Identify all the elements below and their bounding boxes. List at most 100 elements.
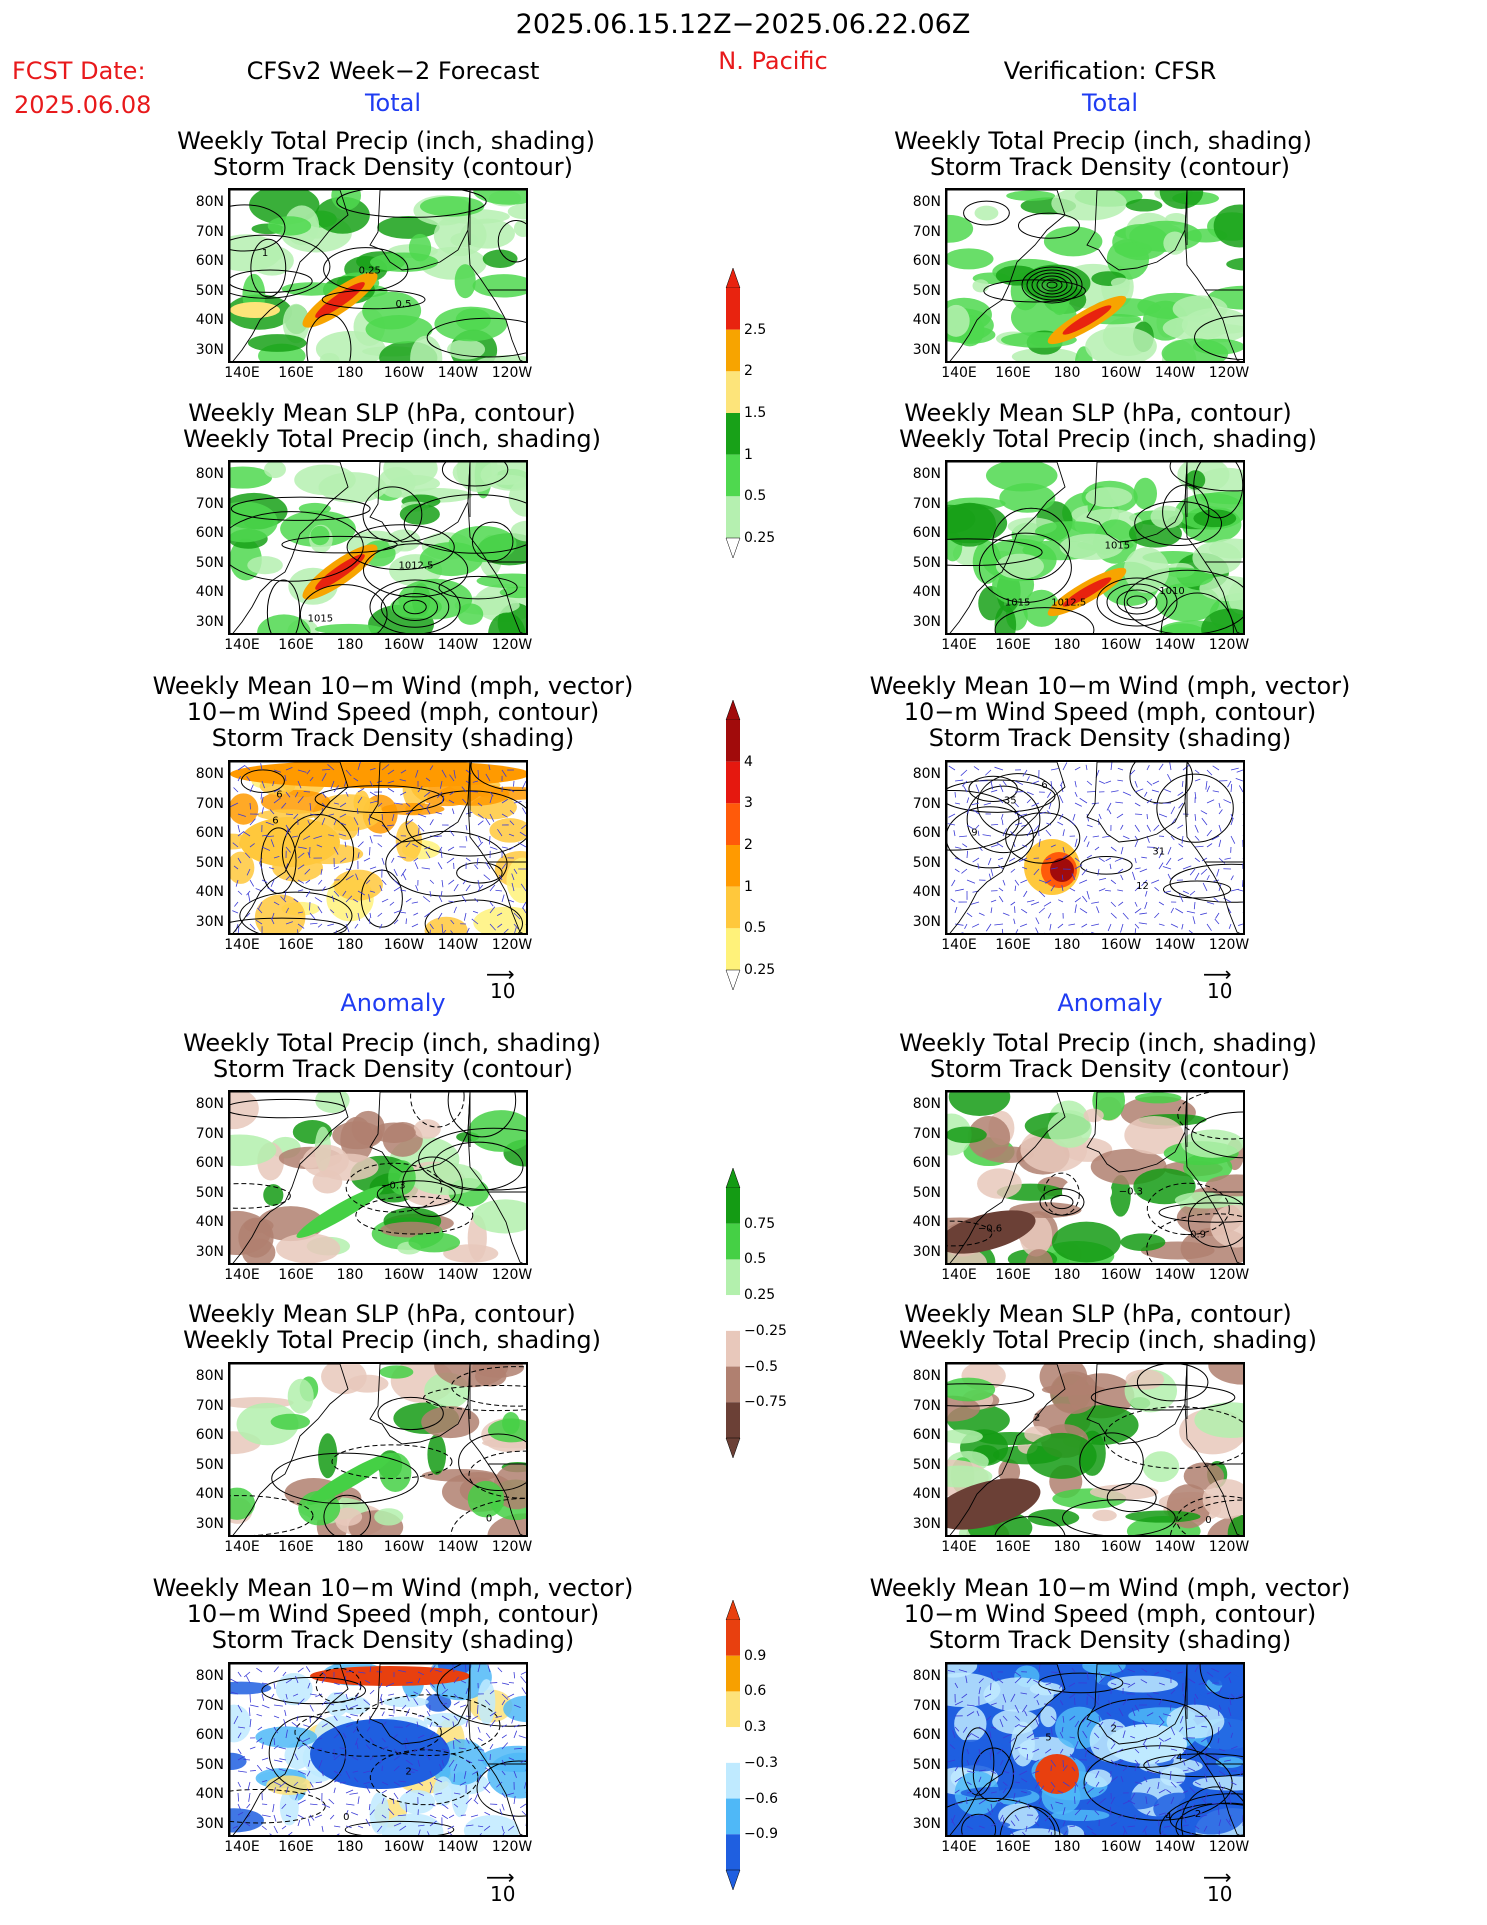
wind-vector [438, 846, 443, 852]
wind-vector [1110, 1682, 1117, 1686]
wind-vector [296, 1715, 299, 1722]
wind-vector [393, 842, 399, 848]
wind-vector [452, 1664, 455, 1673]
wind-vector [317, 906, 323, 914]
colorbar-swatch [726, 761, 740, 804]
colorbar-label: 1 [744, 446, 753, 463]
wind-vector [1050, 844, 1056, 848]
wind-vector [417, 827, 420, 837]
wind-vector [1057, 923, 1064, 929]
wind-vector [297, 889, 304, 892]
shading-blob [998, 1459, 1021, 1485]
wind-vector [257, 907, 263, 914]
wind-vector [1204, 1792, 1208, 1801]
lat-tick-label: 40N [912, 884, 941, 900]
shading-blob [1082, 1664, 1126, 1675]
wind-vector [1046, 1733, 1052, 1739]
wind-vector [489, 1719, 496, 1728]
wind-vector [501, 1770, 506, 1776]
shading-blob [463, 1815, 520, 1835]
wind-vector [261, 1704, 270, 1709]
shading-blob [321, 1364, 367, 1395]
wind-vector [381, 813, 384, 821]
shading-layer [230, 190, 526, 361]
shading-blob [318, 1433, 338, 1479]
wind-vector [520, 1759, 526, 1763]
wind-vector [1086, 1797, 1093, 1805]
wind-vector [1182, 764, 1190, 771]
p3-title-3: Storm Track Density (shading) [211, 724, 575, 752]
wind-vector [1098, 780, 1105, 784]
wind-vector [990, 899, 997, 903]
wind-vector [273, 1682, 276, 1690]
wind-vector [415, 885, 419, 892]
wind-vector [273, 1745, 279, 1750]
wind-vector [1242, 1737, 1243, 1738]
wind-vector [489, 846, 498, 850]
wind-vector [285, 921, 293, 925]
wind-vector [1158, 1741, 1162, 1750]
coastline-layer [947, 190, 1243, 361]
wind-vector [1038, 879, 1048, 884]
wind-vector [471, 1715, 479, 1720]
wind-vector [1074, 904, 1077, 914]
wind-vector [1170, 923, 1179, 928]
wind-vector [314, 1814, 323, 1819]
wind-vector [321, 1803, 331, 1808]
shading-blob [986, 462, 1058, 492]
wind-vector [1045, 879, 1052, 884]
wind-vector [1230, 1693, 1236, 1699]
contour-label: 2 [405, 1767, 411, 1778]
wind-vector [233, 787, 239, 793]
wind-vector [947, 1759, 956, 1763]
wind-vector [333, 890, 340, 897]
shading-blob [389, 475, 440, 492]
lat-tick-label: 80N [195, 1096, 224, 1112]
shading-blob [388, 1160, 416, 1196]
wind-vector [477, 884, 484, 892]
wind-vector [974, 1759, 980, 1766]
wind-vector [379, 1693, 383, 1702]
wind-vector [1110, 1671, 1112, 1680]
wind-vector [284, 774, 287, 782]
wind-vector [1094, 1810, 1100, 1816]
wind-vector [429, 1820, 437, 1827]
wind-vector [273, 1814, 277, 1822]
wind-vector [1242, 912, 1243, 913]
lon-tick-label: 140E [941, 365, 977, 381]
wind-vector [1059, 795, 1064, 804]
contour-label: 6 [272, 815, 278, 826]
contour-ring [1106, 583, 1168, 621]
wind-vector [978, 1799, 986, 1805]
wind-vector [1194, 1759, 1200, 1767]
wind-vector [355, 873, 359, 881]
p1-title-2: Storm Track Density (contour) [212, 153, 574, 181]
lat-tick-label: 70N [912, 1125, 941, 1142]
wind-vector [321, 1825, 324, 1832]
wind-vector [1134, 802, 1141, 807]
wind-vector [321, 802, 327, 808]
wind-vector [363, 1770, 371, 1774]
lon-tick-label: 180 [1053, 1267, 1081, 1283]
contour-label: −0.6 [978, 1224, 1002, 1235]
lat-tick-label: 40N [195, 1486, 224, 1502]
shading-blob [1205, 1174, 1243, 1197]
shading-blob [230, 1704, 251, 1743]
lat-tick-label: 40N [912, 1486, 941, 1502]
wind-vector [513, 1724, 520, 1728]
contour-line [1159, 1793, 1243, 1835]
shading-blob [1192, 541, 1242, 575]
wind-vector [1205, 780, 1208, 790]
wind-vector [1033, 1693, 1040, 1699]
wind-vector [339, 802, 347, 808]
wind-vector [330, 780, 335, 790]
wind-vector [405, 1708, 410, 1717]
wind-vector [417, 1677, 421, 1684]
shading-blob [1059, 533, 1124, 560]
wind-vector [354, 1777, 359, 1783]
wind-vector [954, 846, 962, 849]
wind-vector [1204, 1773, 1208, 1783]
wind-vector [1206, 875, 1210, 881]
contour-line [239, 891, 353, 933]
